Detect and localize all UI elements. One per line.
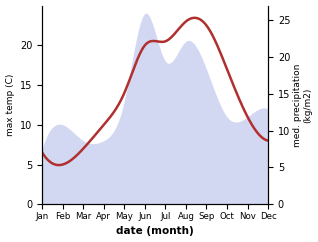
X-axis label: date (month): date (month) (116, 227, 194, 236)
Y-axis label: max temp (C): max temp (C) (5, 74, 15, 136)
Y-axis label: med. precipitation
(kg/m2): med. precipitation (kg/m2) (293, 63, 313, 147)
